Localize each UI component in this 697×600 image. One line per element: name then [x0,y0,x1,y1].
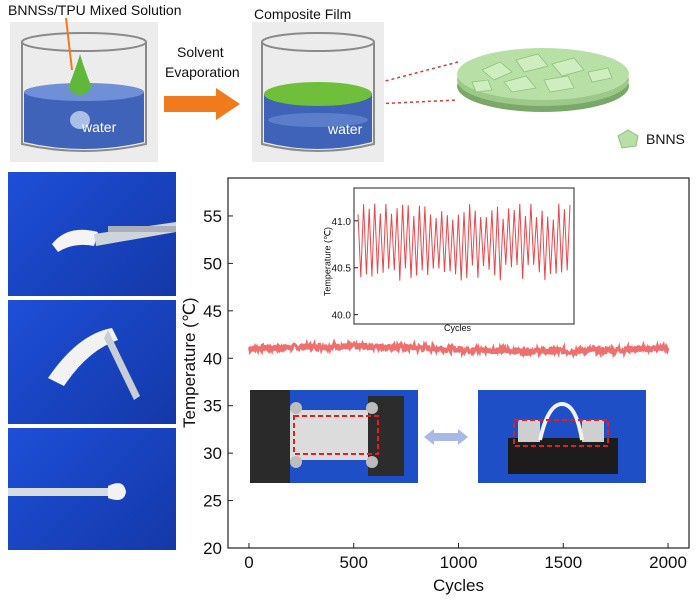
inset-y-axis-label: Temperature (℃) [322,226,333,297]
water-label-1: water [82,119,117,135]
inset-y-tick-label: 40.5 [332,264,352,275]
main-chart: 20 25 30 35 40 45 50 55 0 500 1000 1500 2000 [203,177,690,572]
y-tick-label: 40 [203,349,222,368]
stretched-setup-drawing [250,390,404,483]
x-tick-label: 0 [244,553,253,572]
main-series-line [248,338,670,360]
twisted-film-drawing [48,328,140,400]
y-tick-label: 20 [203,539,222,558]
arrow-label-line2: Evaporation [165,64,240,80]
beaker-1 [10,22,158,162]
schematic-panel: water BNNSs/TPU Mixed Solution Solvent E… [0,0,697,165]
photo-folded-film [8,172,176,296]
arrow-label-line1: Solvent [177,44,224,60]
y-tick-label: 35 [203,397,222,416]
film-label: Composite Film [254,6,352,22]
main-x-axis-label: Cycles [433,576,485,595]
main-plot-frame [227,177,690,549]
bnns-legend-label: BNNS [646,131,685,147]
x-tick-label: 500 [340,553,368,572]
process-arrow-icon [164,88,240,120]
main-y-axis-label: Temperature (℃) [180,297,199,428]
y-tick-label: 30 [203,444,222,463]
beaker-2-drawing [252,22,384,162]
inset-y-tick-label: 40.0 [332,311,352,322]
layered-film-illustration [457,48,629,112]
folded-film-drawing [52,222,176,252]
photo-stretched-setup [250,390,418,483]
solution-label: BNNSs/TPU Mixed Solution [8,2,182,18]
x-tick-label: 1500 [544,553,582,572]
photo-bent-setup [478,390,646,483]
x-tick-label: 1000 [440,553,478,572]
photo-rolled-film [8,428,176,550]
double-arrow-icon [424,429,468,445]
inset-series-line [357,203,571,281]
inset-chart: 40.0 40.5 41.0 [332,187,575,325]
inset-y-tick-label: 41.0 [332,217,352,228]
y-tick-label: 25 [203,492,222,511]
beaker-1-drawing [10,22,158,162]
bnns-legend-swatch [617,129,639,149]
inset-x-axis-label: Cycles [444,323,472,333]
bent-setup-drawing [508,401,618,474]
photo-twisted-film [8,300,176,424]
beaker-2 [252,22,384,162]
rolled-film-drawing [8,483,126,500]
water-label-2: water [328,121,363,137]
y-tick-label: 50 [203,254,222,273]
x-tick-label: 2000 [649,553,687,572]
inset-plot-frame [353,187,575,325]
y-tick-label: 55 [203,207,222,226]
y-tick-label: 45 [203,302,222,321]
